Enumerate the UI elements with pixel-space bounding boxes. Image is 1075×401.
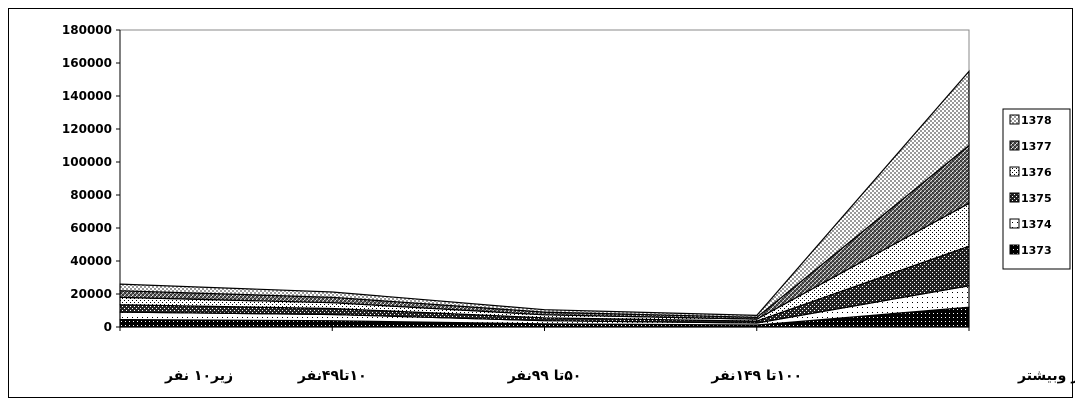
legend-swatch-1375 <box>1009 192 1020 203</box>
legend-label-1373: 1373 <box>1021 244 1052 257</box>
x-axis: زیر۱۰ نفر ۱۰تا۴۹نفر ۵۰تا ۹۹نفر ۱۰۰تا ۱۴۹نفر… <box>119 326 1075 384</box>
y-tick-label: 40000 <box>70 254 112 268</box>
x-tick-label: ۱۰تا۴۹نفر <box>297 368 367 384</box>
area-series-1378 <box>119 69 970 318</box>
y-tick-label: 160000 <box>62 56 112 70</box>
legend-label-1376: 1376 <box>1021 166 1052 179</box>
legend-label-1375: 1375 <box>1021 192 1052 205</box>
y-axis: 0 20000 40000 60000 80000 100000 120000 140000 1… <box>62 23 121 334</box>
y-tick-label: 120000 <box>62 122 112 136</box>
legend-swatch-1377 <box>1009 140 1020 151</box>
y-tick-label: 80000 <box>70 188 112 202</box>
y-tick-label: 60000 <box>70 221 112 235</box>
x-tick-label: ۱۵۰نفر وبیشتر <box>1017 368 1075 384</box>
y-tick-label: 140000 <box>62 89 112 103</box>
y-tick-label: 20000 <box>70 287 112 301</box>
legend-swatch-1374 <box>1009 218 1020 229</box>
legend-swatch-1376 <box>1009 166 1020 177</box>
legend-label-1374: 1374 <box>1021 218 1052 231</box>
y-tick-label: 180000 <box>62 23 112 37</box>
x-tick-label: ۱۰۰تا ۱۴۹نفر <box>710 368 802 384</box>
y-tick-label: 100000 <box>62 155 112 169</box>
legend-swatch-1378 <box>1009 114 1020 125</box>
legend-swatch-1373 <box>1009 244 1020 255</box>
legend-box <box>1002 108 1071 270</box>
legend: 1378 1377 1376 1375 1374 1373 <box>1009 114 1052 257</box>
legend-label-1378: 1378 <box>1021 114 1052 127</box>
x-tick-label: ۵۰تا ۹۹نفر <box>507 368 582 384</box>
legend-label-1377: 1377 <box>1021 140 1052 153</box>
x-tick-label: زیر۱۰ نفر <box>164 368 233 384</box>
y-tick-label: 0 <box>104 320 112 334</box>
